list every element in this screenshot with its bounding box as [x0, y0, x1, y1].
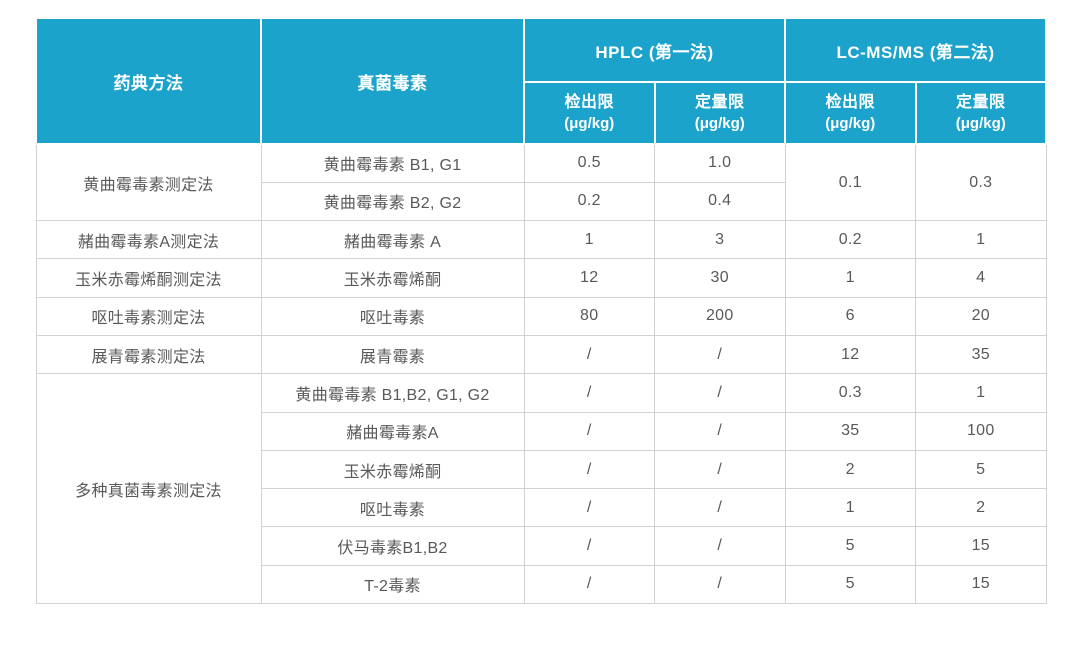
- subheader-unit: (μg/kg): [564, 114, 615, 132]
- subheader-label: 定量限: [695, 94, 745, 112]
- cell-lcms-lod: 6: [784, 296, 917, 336]
- table-row: 多种真菌毒素测定法 黄曲霉毒素 B1,B2, G1, G2 / / 0.3 1: [35, 373, 1047, 605]
- header-method-column: 药典方法: [35, 17, 262, 145]
- cell-hplc-loq: /: [654, 411, 786, 451]
- subheader-unit: (μg/kg): [694, 114, 745, 132]
- cell-method: 黄曲霉毒素测定法: [35, 143, 262, 222]
- cell-hplc-lod: /: [523, 526, 655, 566]
- cell-toxin: 玉米赤霉烯酮: [260, 258, 525, 298]
- cell-toxin: 黄曲霉毒素 B1, G1: [260, 143, 525, 183]
- cell-hplc-loq: /: [654, 334, 786, 375]
- cell-hplc-loq: /: [654, 488, 786, 528]
- subheader-unit: (μg/kg): [955, 114, 1006, 132]
- cell-hplc-loq: /: [654, 564, 786, 605]
- cell-lcms-loq: 5: [915, 449, 1047, 490]
- cell-hplc-lod: /: [523, 564, 655, 605]
- header-hplc-loq: 定量限 (μg/kg): [653, 81, 787, 145]
- cell-method: 呕吐毒素测定法: [35, 296, 262, 336]
- cell-toxin: 赭曲霉毒素 A: [260, 220, 525, 260]
- cell-lcms-lod: 0.3: [784, 373, 917, 413]
- cell-lcms-loq: 1: [915, 373, 1047, 413]
- cell-hplc-lod: 80: [523, 296, 655, 336]
- table-row: 呕吐毒素测定法 呕吐毒素 80 200 6 20: [35, 296, 1047, 336]
- table-row: 赭曲霉毒素A测定法 赭曲霉毒素 A 1 3 0.2 1: [35, 220, 1047, 260]
- cell-hplc-loq: 200: [654, 296, 786, 336]
- cell-lcms-lod: 5: [784, 526, 917, 566]
- table-body: 黄曲霉毒素测定法 黄曲霉毒素 B1, G1 0.5 1.0 0.1 0.3 黄曲…: [35, 143, 1047, 605]
- cell-lcms-lod: 2: [784, 449, 917, 490]
- cell-lcms-loq: 4: [915, 258, 1047, 298]
- cell-toxin: T-2毒素: [260, 564, 525, 605]
- cell-lcms-loq: 100: [915, 411, 1047, 451]
- cell-toxin: 玉米赤霉烯酮: [260, 449, 525, 490]
- cell-hplc-lod: /: [523, 334, 655, 375]
- table-row: 伏马毒素B1,B2 / / 5 15: [36, 526, 1047, 566]
- cell-lcms-lod: 5: [784, 564, 917, 605]
- cell-hplc-lod: /: [523, 373, 655, 413]
- table-row: 黄曲霉毒素 B2, G2 0.2 0.4: [36, 181, 1046, 222]
- cell-lcms-loq: 2: [915, 488, 1047, 528]
- cell-hplc-lod: 1: [523, 220, 655, 260]
- cell-lcms-lod: 1: [784, 488, 917, 528]
- cell-hplc-loq: 30: [654, 258, 786, 298]
- cell-lcms-loq: 15: [915, 564, 1047, 605]
- cell-toxin: 呕吐毒素: [260, 296, 525, 336]
- cell-lcms-lod: 12: [784, 334, 917, 375]
- table-header: 药典方法 真菌毒素 HPLC (第一法) LC-MS/MS (第二法) 检出限 …: [35, 17, 1048, 145]
- cell-lcms-loq: 35: [915, 334, 1047, 375]
- header-group-hplc: HPLC (第一法): [522, 17, 787, 83]
- mycotoxin-limits-table: 药典方法 真菌毒素 HPLC (第一法) LC-MS/MS (第二法) 检出限 …: [35, 17, 1048, 605]
- cell-lcms-lod: 0.1: [784, 143, 917, 222]
- cell-lcms-loq: 0.3: [915, 143, 1047, 222]
- cell-hplc-lod: /: [523, 411, 655, 451]
- table-row: 展青霉素测定法 展青霉素 / / 12 35: [35, 334, 1047, 375]
- header-group-lcms: LC-MS/MS (第二法): [784, 17, 1048, 83]
- cell-lcms-loq: 15: [915, 526, 1047, 566]
- header-lcms-lod: 检出限 (μg/kg): [784, 81, 917, 145]
- cell-toxin: 黄曲霉毒素 B1,B2, G1, G2: [260, 373, 525, 413]
- cell-method: 玉米赤霉烯酮测定法: [35, 258, 262, 298]
- cell-hplc-loq: 3: [654, 220, 786, 260]
- table-row: 呕吐毒素 / / 1 2: [36, 488, 1047, 528]
- cell-toxin: 赭曲霉毒素A: [260, 411, 525, 451]
- cell-method: 展青霉素测定法: [35, 334, 262, 375]
- cell-lcms-lod: 35: [784, 411, 917, 451]
- header-toxin-column: 真菌毒素: [260, 17, 525, 145]
- table-row: 玉米赤霉烯酮 / / 2 5: [36, 449, 1047, 490]
- header-hplc-lod: 检出限 (μg/kg): [523, 81, 656, 145]
- cell-toxin: 呕吐毒素: [260, 488, 525, 528]
- subheader-unit: (μg/kg): [825, 114, 876, 132]
- header-lcms-loq: 定量限 (μg/kg): [914, 81, 1048, 145]
- subheader-label: 定量限: [956, 94, 1006, 112]
- table-row: T-2毒素 / / 5 15: [36, 564, 1047, 605]
- cell-method: 多种真菌毒素测定法: [35, 373, 262, 605]
- cell-hplc-loq: 0.4: [654, 181, 786, 222]
- cell-hplc-lod: 0.2: [523, 181, 655, 222]
- cell-hplc-loq: /: [654, 449, 786, 490]
- cell-method: 赭曲霉毒素A测定法: [35, 220, 262, 260]
- table-row: 玉米赤霉烯酮测定法 玉米赤霉烯酮 12 30 1 4: [35, 258, 1047, 298]
- cell-toxin: 伏马毒素B1,B2: [260, 526, 525, 566]
- cell-hplc-lod: 0.5: [523, 143, 655, 183]
- cell-lcms-loq: 1: [915, 220, 1047, 260]
- cell-hplc-lod: /: [523, 488, 655, 528]
- subheader-label: 检出限: [825, 94, 876, 112]
- cell-toxin: 黄曲霉毒素 B2, G2: [260, 181, 525, 222]
- cell-hplc-loq: /: [654, 526, 786, 566]
- table-row: 赭曲霉毒素A / / 35 100: [36, 411, 1047, 451]
- subheader-label: 检出限: [564, 94, 614, 112]
- cell-hplc-loq: /: [654, 373, 786, 413]
- cell-lcms-loq: 20: [915, 296, 1047, 336]
- cell-hplc-lod: 12: [523, 258, 655, 298]
- cell-lcms-lod: 1: [784, 258, 917, 298]
- cell-lcms-lod: 0.2: [784, 220, 917, 260]
- cell-hplc-loq: 1.0: [654, 143, 786, 183]
- table-row: 黄曲霉毒素测定法 黄曲霉毒素 B1, G1 0.5 1.0 0.1 0.3: [35, 143, 1047, 222]
- cell-hplc-lod: /: [523, 449, 655, 490]
- cell-toxin: 展青霉素: [260, 334, 525, 375]
